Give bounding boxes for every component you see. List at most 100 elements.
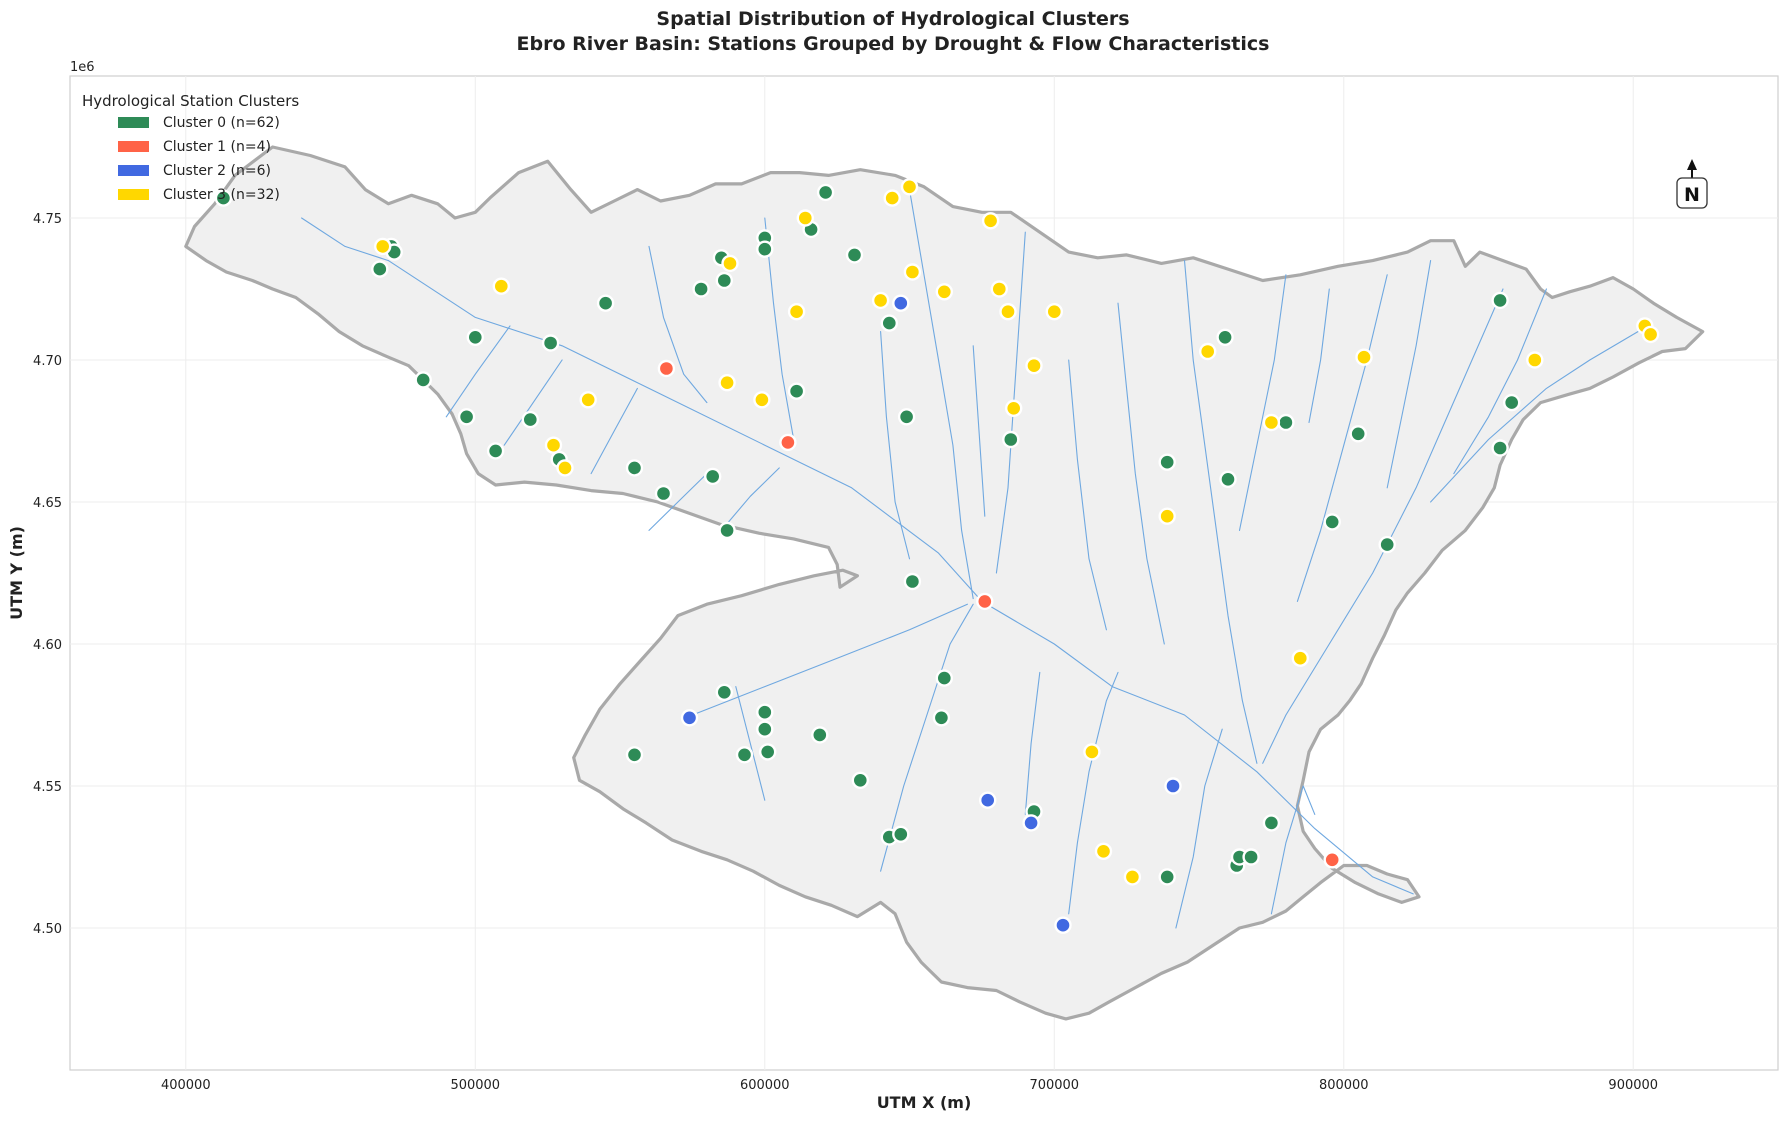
station-point-cluster-2	[1054, 916, 1072, 934]
x-tick-label: 700000	[1029, 1078, 1079, 1093]
river-line	[1238, 274, 1287, 531]
station-point-cluster-1	[779, 433, 797, 452]
station-point-cluster-2	[1022, 814, 1040, 832]
y-tick-label: 4.70	[33, 354, 62, 369]
river-line	[648, 245, 708, 404]
station-point-cluster-0	[880, 314, 898, 332]
station-point-cluster-0	[932, 709, 951, 727]
station-point-cluster-0	[1349, 425, 1367, 443]
y-tick-label: 4.75	[33, 212, 62, 227]
river-line	[1453, 288, 1547, 475]
station-point-cluster-3	[903, 263, 922, 281]
station-point-cluster-0	[596, 294, 615, 312]
station-point-cluster-0	[692, 280, 710, 298]
legend-swatch	[118, 189, 149, 200]
station-point-cluster-0	[214, 189, 233, 207]
station-point-cluster-0	[756, 240, 774, 258]
river-line	[764, 217, 795, 441]
station-point-cluster-0	[625, 746, 644, 764]
river-line	[691, 603, 968, 716]
river-line	[1308, 288, 1330, 424]
station-point-cluster-0	[466, 328, 484, 346]
station-point-cluster-0	[935, 669, 953, 687]
station-point-cluster-0	[851, 771, 869, 789]
station-point-cluster-3	[556, 459, 574, 477]
river-line	[648, 473, 708, 531]
station-point-cluster-3	[1005, 399, 1023, 417]
station-point-cluster-2	[979, 791, 997, 809]
station-point-cluster-0	[735, 746, 754, 764]
river-line	[1117, 302, 1165, 645]
station-point-cluster-0	[715, 683, 733, 701]
y-tick-label: 4.65	[33, 496, 62, 511]
station-point-cluster-0	[541, 334, 560, 352]
basin-layer	[184, 145, 1705, 1021]
legend-label: Cluster 2 (n=6)	[163, 163, 271, 179]
station-point-cluster-0	[654, 484, 673, 503]
river-line	[503, 359, 563, 446]
station-point-cluster-0	[414, 371, 432, 389]
legend-label: Cluster 0 (n=62)	[163, 115, 280, 131]
north-label: N	[1684, 184, 1700, 206]
y-axis-label: UTM Y (m)	[7, 526, 26, 620]
river-line	[735, 686, 766, 801]
station-point-cluster-3	[900, 178, 919, 196]
y-tick-label: 4.60	[33, 638, 62, 653]
station-point-cluster-0	[718, 521, 736, 540]
station-point-cluster-1	[976, 592, 994, 611]
river-line	[1262, 288, 1504, 764]
station-point-cluster-0	[816, 183, 835, 202]
station-point-cluster-0	[892, 825, 910, 843]
station-point-cluster-3	[1262, 413, 1281, 432]
river-line	[1175, 728, 1223, 929]
chart-subtitle: Ebro River Basin: Stations Grouped by Dr…	[517, 33, 1270, 55]
station-point-cluster-3	[871, 291, 890, 310]
station-point-cluster-3	[1123, 868, 1142, 886]
station-point-cluster-0	[759, 743, 777, 761]
basin-outline	[184, 145, 1705, 1021]
station-point-cluster-0	[1262, 814, 1281, 832]
station-point-cluster-3	[1045, 303, 1064, 321]
station-point-cluster-3	[1094, 842, 1113, 860]
station-point-cluster-0	[1216, 328, 1234, 346]
station-point-cluster-0	[457, 408, 476, 426]
station-point-cluster-2	[680, 709, 699, 727]
station-point-cluster-3	[883, 189, 901, 207]
river-line	[590, 387, 638, 475]
legend-entries: Cluster 0 (n=62) Cluster 1 (n=4) Cluster 2…	[118, 115, 280, 203]
station-point-cluster-3	[981, 212, 1000, 230]
station-point-cluster-3	[718, 374, 736, 392]
station-point-cluster-3	[1025, 357, 1043, 375]
station-point-cluster-3	[544, 436, 563, 454]
x-tick-label: 600000	[740, 1078, 790, 1093]
x-axis-label: UTM X (m)	[877, 1093, 972, 1112]
river-line	[1430, 325, 1649, 503]
station-point-cluster-0	[1502, 393, 1521, 412]
axis-ticks: 400000 500000 600000 700000 800000 900000 4.50…	[33, 212, 1658, 1093]
legend: Hydrological Station Clusters Cluster 0 …	[82, 92, 299, 203]
x-tick-label: 800000	[1319, 1078, 1369, 1093]
station-point-cluster-3	[721, 254, 739, 273]
north-arrow-icon	[1687, 159, 1697, 170]
river-line	[1296, 274, 1388, 602]
river-line	[972, 345, 986, 517]
station-point-cluster-0	[903, 572, 922, 591]
river-line	[1024, 671, 1041, 815]
station-point-cluster-0	[811, 726, 829, 744]
station-point-cluster-0	[1242, 848, 1260, 866]
station-point-cluster-0	[625, 459, 644, 477]
station-point-cluster-3	[990, 280, 1008, 298]
river-line	[1386, 260, 1432, 489]
legend-swatch	[118, 141, 149, 152]
station-points	[214, 178, 1660, 934]
station-point-cluster-0	[715, 271, 733, 290]
river-line	[880, 331, 911, 560]
station-point-cluster-3	[935, 283, 953, 301]
station-point-cluster-0	[371, 260, 389, 278]
station-point-cluster-3	[492, 277, 510, 295]
station-point-cluster-0	[897, 408, 916, 426]
x-tick-label: 500000	[450, 1078, 500, 1093]
station-point-cluster-3	[374, 237, 392, 256]
station-point-cluster-0	[756, 720, 774, 738]
